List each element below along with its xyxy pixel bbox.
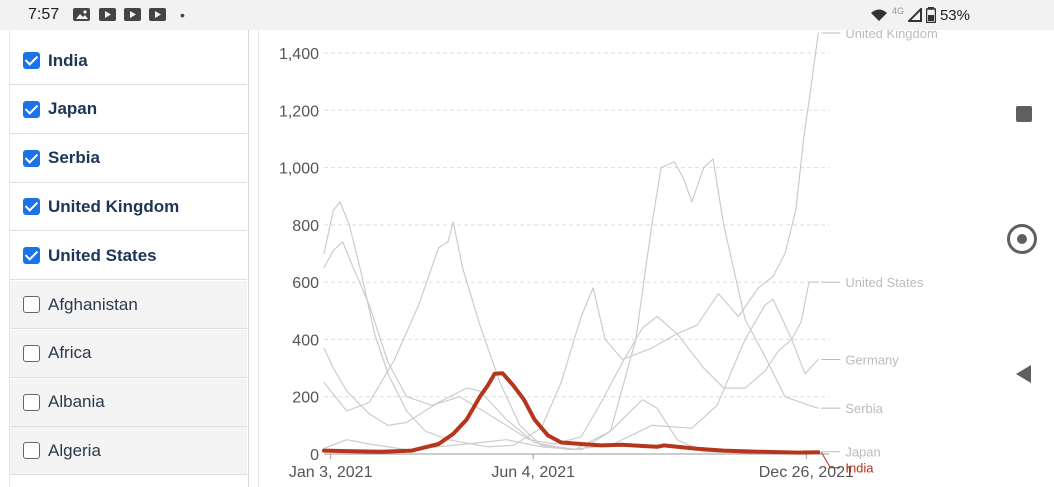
country-label: Algeria bbox=[48, 440, 101, 460]
country-label: India bbox=[48, 50, 88, 70]
notification-dot: • bbox=[180, 7, 185, 23]
series-label-connector bbox=[820, 452, 841, 469]
series-end-label: Germany bbox=[845, 352, 899, 367]
series-end-label: United States bbox=[845, 275, 924, 290]
series-end-label: Japan bbox=[845, 445, 880, 460]
y-tick-label: 1,200 bbox=[279, 103, 319, 120]
battery-percent: 53% bbox=[939, 6, 970, 24]
x-tick-label: Jun 4, 2021 bbox=[491, 464, 575, 481]
status-right: 4G 53% bbox=[870, 5, 970, 25]
image-icon bbox=[73, 8, 90, 21]
series-line-united-kingdom bbox=[323, 32, 819, 448]
youtube-icon bbox=[99, 8, 116, 21]
country-checkbox[interactable] bbox=[23, 100, 40, 118]
country-checkbox[interactable] bbox=[23, 149, 40, 167]
battery-icon bbox=[925, 7, 936, 23]
youtube-icon bbox=[149, 8, 166, 21]
country-checkbox[interactable] bbox=[23, 247, 40, 265]
wifi-icon bbox=[870, 9, 887, 21]
line-chart: 0 200 400 600 800 1,000 1,200 1,400 Jan 3, 2021 J… bbox=[279, 30, 938, 481]
home-icon[interactable] bbox=[1007, 224, 1037, 254]
y-tick-label: 800 bbox=[292, 218, 319, 235]
y-tick-label: 0 bbox=[310, 447, 319, 464]
country-list: India Japan Serbia United Kingdom United Sta… bbox=[9, 30, 249, 487]
signal-icon bbox=[907, 8, 922, 22]
country-checkbox[interactable] bbox=[23, 296, 40, 313]
status-time: 7:57 bbox=[28, 6, 60, 23]
country-label: United Kingdom bbox=[48, 196, 180, 216]
x-tick-label: Dec 26, 2021 bbox=[759, 464, 854, 481]
status-bar: 7:57 • 4G 53% bbox=[0, 0, 1054, 30]
android-nav-bar bbox=[990, 30, 1054, 487]
series-line-germany bbox=[323, 298, 819, 451]
country-label: Serbia bbox=[48, 148, 100, 168]
country-label: United States bbox=[48, 245, 157, 265]
youtube-icon bbox=[124, 8, 141, 21]
country-checkbox[interactable] bbox=[23, 52, 40, 69]
recents-icon[interactable] bbox=[1016, 106, 1032, 122]
country-option-united-states[interactable]: United States bbox=[10, 232, 247, 281]
country-option-afghanistan[interactable]: Afghanistan bbox=[10, 281, 247, 329]
country-label: Afghanistan bbox=[48, 294, 138, 314]
series-line-india bbox=[322, 371, 821, 455]
country-option-serbia[interactable]: Serbia bbox=[10, 134, 247, 183]
country-option-africa[interactable]: Africa bbox=[10, 329, 247, 378]
y-tick-label: 200 bbox=[292, 390, 319, 407]
series-end-label: India bbox=[845, 461, 874, 476]
country-label: Japan bbox=[48, 99, 98, 119]
country-option-india[interactable]: India bbox=[10, 37, 247, 85]
country-label: Africa bbox=[48, 343, 92, 363]
chart-area: 0 200 400 600 800 1,000 1,200 1,400 Jan 3, 2021 J… bbox=[258, 30, 989, 487]
country-option-united-kingdom[interactable]: United Kingdom bbox=[10, 183, 247, 232]
country-checkbox[interactable] bbox=[23, 344, 40, 362]
y-tick-label: 400 bbox=[292, 332, 319, 349]
y-tick-label: 1,400 bbox=[279, 46, 319, 63]
country-checkbox[interactable] bbox=[23, 442, 40, 460]
series-line-united-states bbox=[323, 241, 819, 445]
back-icon[interactable] bbox=[1016, 365, 1031, 383]
country-checkbox[interactable] bbox=[23, 198, 40, 216]
series-end-label: United Kingdom bbox=[845, 30, 938, 41]
country-option-japan[interactable]: Japan bbox=[10, 85, 247, 134]
country-option-albania[interactable]: Albania bbox=[10, 378, 247, 427]
country-label: Albania bbox=[48, 392, 105, 412]
y-tick-label: 1,000 bbox=[279, 161, 319, 178]
y-tick-label: 600 bbox=[292, 275, 319, 292]
country-checkbox[interactable] bbox=[23, 393, 40, 411]
network-type: 4G bbox=[891, 6, 904, 16]
series-end-label: Serbia bbox=[845, 401, 883, 416]
series-line-japan bbox=[323, 399, 819, 454]
country-option-algeria[interactable]: Algeria bbox=[10, 427, 247, 476]
x-tick-label: Jan 3, 2021 bbox=[289, 464, 373, 481]
series-line-serbia bbox=[323, 158, 819, 451]
